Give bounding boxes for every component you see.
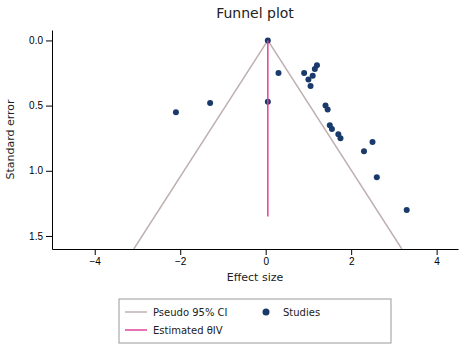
y-axis-tick: 0.5 <box>29 100 52 111</box>
legend-swatch <box>125 311 147 313</box>
legend-swatch <box>125 329 147 331</box>
y-axis-tick-mark <box>46 171 52 172</box>
legend-label: Studies <box>283 307 320 318</box>
chart: −4 −2 0 2 4 0.0 0.5 1.0 1.5 Funnel plot Effect siz… <box>0 0 474 349</box>
y-axis-title: Standard error <box>4 99 17 180</box>
x-axis-tick: 2 <box>349 249 355 267</box>
y-axis-tick-label: 1.0 <box>29 165 43 176</box>
x-axis-tick: 4 <box>434 249 440 267</box>
legend-label: Pseudo 95% CI <box>153 307 228 318</box>
x-axis-title: Effect size <box>227 271 284 284</box>
legend-item: Estimated θIV <box>125 325 223 336</box>
y-axis-tick-mark <box>46 40 52 41</box>
study-point <box>374 174 380 180</box>
study-point <box>329 126 335 132</box>
study-point <box>337 135 343 141</box>
study-point <box>370 139 376 145</box>
series-points <box>173 37 410 212</box>
study-point <box>308 83 314 89</box>
title: Funnel plot <box>216 5 294 21</box>
legend-label: Estimated θIV <box>153 325 223 336</box>
data-layer <box>134 37 410 249</box>
x-axis-tick-mark <box>180 249 181 255</box>
study-point <box>301 70 307 76</box>
x-axis-line <box>53 249 459 250</box>
x-axis-tick-label: −4 <box>90 256 102 267</box>
x-axis-tick-mark <box>437 249 438 255</box>
y-axis-tick: 1.5 <box>29 231 52 242</box>
series-line <box>134 40 402 249</box>
x-axis-tick: −2 <box>175 249 187 267</box>
x-axis-tick-mark <box>351 249 352 255</box>
y-axis-tick-label: 0.0 <box>29 35 43 46</box>
legend: Pseudo 95% CI Studies Estimated θIV <box>119 299 391 343</box>
y-axis-tick: 0.0 <box>29 35 52 46</box>
x-axis: −4 −2 0 2 4 <box>53 249 459 267</box>
study-point <box>314 62 320 68</box>
x-axis-tick-label: −2 <box>175 256 187 267</box>
y-axis-line <box>52 31 53 250</box>
legend-box <box>119 299 391 343</box>
x-axis-tick-mark <box>266 249 267 255</box>
study-point <box>361 148 367 154</box>
x-axis-tick-label: 4 <box>434 256 440 267</box>
legend-swatch <box>263 309 270 316</box>
legend-item: Studies <box>263 307 321 318</box>
study-point <box>325 107 331 113</box>
plot-area: −4 −2 0 2 4 0.0 0.5 1.0 1.5 <box>29 31 458 268</box>
x-axis-tick: −4 <box>90 249 102 267</box>
y-axis-tick-label: 1.5 <box>29 231 43 242</box>
y-axis: 0.0 0.5 1.0 1.5 <box>29 31 52 250</box>
x-axis-tick-label: 0 <box>263 256 269 267</box>
x-axis-tick-label: 2 <box>349 256 355 267</box>
study-point <box>173 109 179 115</box>
x-axis-tick-mark <box>95 249 96 255</box>
study-point <box>207 100 213 106</box>
study-point <box>276 70 282 76</box>
legend-item: Pseudo 95% CI <box>125 307 228 318</box>
y-axis-tick: 1.0 <box>29 165 52 176</box>
y-axis-tick-mark <box>46 106 52 107</box>
x-axis-tick: 0 <box>263 249 269 267</box>
y-axis-tick-mark <box>46 236 52 237</box>
study-point <box>310 73 316 79</box>
series-line <box>267 40 269 216</box>
y-axis-tick-label: 0.5 <box>29 100 43 111</box>
study-point <box>404 207 410 213</box>
